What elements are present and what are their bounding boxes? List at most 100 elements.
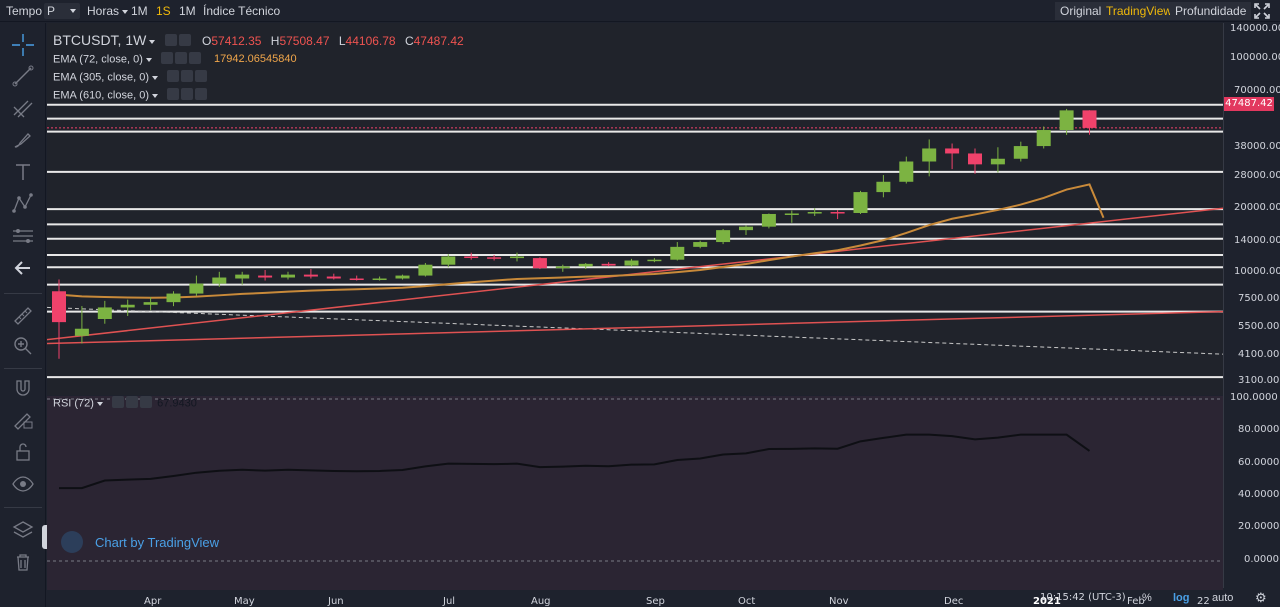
candle-body (784, 213, 799, 215)
text-tool-icon[interactable] (10, 159, 36, 185)
ema72-action-icons[interactable] (160, 52, 203, 67)
technical-index-button[interactable]: Índice Técnico (203, 4, 281, 18)
ema610-action-icons[interactable] (167, 88, 209, 103)
ema610-legend[interactable]: EMA (610, close, 0) (53, 88, 209, 103)
candle-body (464, 256, 479, 259)
gear-icon[interactable] (126, 396, 139, 408)
trend-line-icon[interactable] (10, 63, 36, 89)
legend-action-icons[interactable] (164, 34, 193, 49)
timeframe-1m-b-button[interactable]: 1M (179, 4, 196, 18)
auto-toggle[interactable]: auto (1212, 592, 1234, 604)
price-tick: 5500.00 (1238, 321, 1280, 332)
low-label: L (338, 34, 346, 48)
ema72-legend[interactable]: EMA (72, close, 0) 17942.06545840 (53, 52, 297, 67)
timeframe-1m-button[interactable]: 1M (131, 4, 148, 18)
close-icon[interactable] (188, 52, 201, 64)
candle-body (212, 277, 227, 284)
ema305-action-icons[interactable] (167, 70, 209, 85)
candle-body (990, 158, 1005, 165)
chevron-down-icon[interactable] (149, 39, 156, 44)
candle-body (853, 192, 868, 213)
time-label: Apr (144, 596, 162, 607)
chevron-down-icon[interactable] (152, 75, 158, 80)
eye-icon[interactable] (164, 34, 177, 47)
rsi-tick: 20.0000 (1238, 521, 1280, 532)
clock-timezone[interactable]: 10:15:42 (UTC-3) (1040, 592, 1126, 603)
chevron-down-icon[interactable] (152, 93, 158, 98)
candle-body (739, 226, 753, 231)
candle-body (487, 257, 502, 259)
time-label: Oct (738, 596, 756, 607)
back-arrow-icon[interactable] (10, 255, 36, 281)
ema305-legend[interactable]: EMA (305, close, 0) (53, 70, 209, 85)
zoom-in-icon[interactable] (10, 333, 36, 359)
gear-icon[interactable] (174, 52, 187, 64)
timeframe-1s-button[interactable]: 1S (156, 4, 171, 18)
symbol-label[interactable]: BTCUSDT, 1W (53, 32, 147, 48)
time-label: 22 (1197, 596, 1210, 607)
candle-body (647, 259, 662, 262)
chevron-down-icon[interactable] (145, 57, 152, 62)
trend-line (47, 310, 1223, 345)
rsi-tick: 60.0000 (1238, 457, 1280, 468)
original-view-button[interactable]: Original (1055, 2, 1107, 20)
candle-body (624, 260, 639, 266)
pattern-icon[interactable] (10, 191, 36, 217)
gear-icon[interactable]: ⚙ (1255, 590, 1267, 605)
rsi-tick: 0.0000 (1244, 554, 1279, 565)
prediction-icon[interactable] (10, 223, 36, 249)
close-icon[interactable] (195, 88, 208, 100)
rsi-legend[interactable]: RSI (72) 67.9430 (53, 396, 197, 411)
eye-icon[interactable] (167, 70, 180, 82)
pitchfork-icon[interactable] (10, 95, 36, 121)
time-label: Aug (531, 596, 551, 607)
gear-icon[interactable] (181, 88, 194, 100)
fullscreen-icon[interactable] (1254, 3, 1270, 19)
gear-icon[interactable] (181, 70, 194, 82)
low-value: 44106.78 (345, 34, 396, 48)
candle-body (235, 274, 250, 279)
candle-body (1013, 146, 1028, 159)
horas-dropdown[interactable]: Horas (84, 3, 131, 19)
eye-icon[interactable] (10, 471, 36, 497)
layers-icon[interactable] (10, 517, 36, 543)
high-value: 57508.47 (279, 34, 330, 48)
percent-toggle[interactable]: % (1142, 592, 1152, 604)
candle-body (166, 293, 181, 303)
close-icon[interactable] (140, 396, 153, 408)
tempo-label: Tempo (6, 4, 43, 18)
lock-drawing-icon[interactable] (10, 407, 36, 433)
depth-view-button[interactable]: Profundidade (1170, 2, 1252, 20)
price-axis[interactable]: 140000.00 100000.00 70000.00 38000.00 28… (1223, 23, 1280, 588)
unlock-icon[interactable] (10, 439, 36, 465)
price-pane[interactable]: BTCUSDT, 1W O57412.35 H57508.47 L44106.7… (47, 23, 1223, 395)
magnet-icon[interactable] (10, 375, 36, 401)
tradingview-watermark[interactable]: Chart by TradingView (61, 531, 219, 553)
ema305-label: EMA (305, close, 0) (53, 71, 149, 84)
gear-icon[interactable] (178, 34, 191, 47)
eye-icon[interactable] (167, 88, 180, 100)
close-icon[interactable] (195, 70, 208, 82)
log-toggle[interactable]: log (1173, 592, 1190, 604)
rsi-action-icons[interactable] (112, 396, 154, 411)
trash-icon[interactable] (10, 549, 36, 575)
time-label: Jun (328, 596, 344, 607)
brush-icon[interactable] (10, 127, 36, 153)
eye-icon[interactable] (160, 52, 173, 64)
candle-body (120, 304, 135, 308)
chevron-down-icon[interactable] (96, 401, 103, 406)
candle-body (372, 278, 387, 281)
toolbar-collapse-handle[interactable] (42, 525, 50, 549)
candle-body (761, 213, 776, 227)
eye-icon[interactable] (112, 396, 125, 408)
open-value: 57412.35 (211, 34, 262, 48)
time-axis[interactable]: Apr May Jun Jul Aug Sep Oct Nov Dec 2021… (47, 590, 1223, 607)
crosshair-icon[interactable] (10, 32, 36, 58)
candle-body (418, 264, 433, 276)
chart-area[interactable]: BTCUSDT, 1W O57412.35 H57508.47 L44106.7… (47, 23, 1223, 607)
ruler-icon[interactable] (10, 303, 36, 329)
tradingview-view-button[interactable]: TradingView (1101, 2, 1178, 20)
candle-body (281, 274, 295, 278)
rsi-pane[interactable]: RSI (72) 67.9430 Chart by TradingView (47, 396, 1223, 590)
interval-select[interactable]: P (44, 3, 80, 19)
